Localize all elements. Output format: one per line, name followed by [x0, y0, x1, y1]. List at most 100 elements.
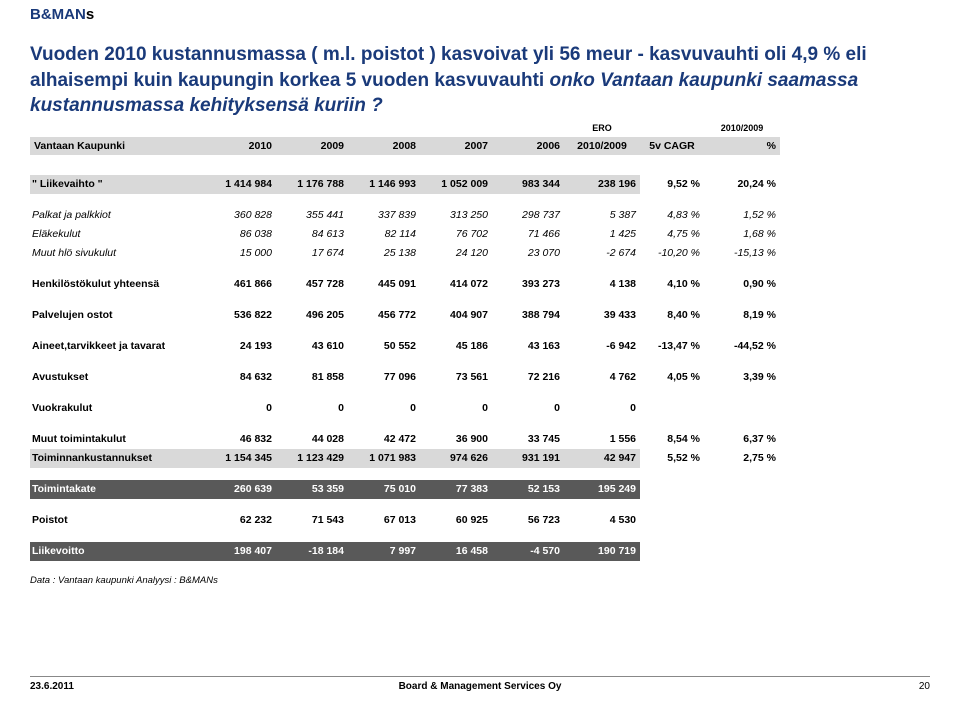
- row-value: 16 458: [420, 542, 492, 562]
- row-value: 42 472: [348, 430, 420, 450]
- row-pct: -44,52 %: [704, 337, 780, 357]
- row-label: Poistot: [30, 511, 204, 531]
- row-label: Toimintakate: [30, 480, 204, 500]
- row-value: 36 900: [420, 430, 492, 450]
- hdr-year: 2007: [420, 137, 492, 155]
- row-value: 73 561: [420, 368, 492, 388]
- title-line2: alhaisempi kuin kaupungin korkea 5 vuode…: [30, 70, 550, 91]
- row-value: 388 794: [492, 306, 564, 326]
- row-value: 43 610: [276, 337, 348, 357]
- row-value: 43 163: [492, 337, 564, 357]
- row-value: 56 723: [492, 511, 564, 531]
- table-row: Aineet,tarvikkeet ja tavarat24 19343 610…: [30, 337, 930, 356]
- row-value: 337 839: [348, 206, 420, 226]
- row-cagr: 4,10 %: [640, 275, 704, 295]
- row-pct: 0,90 %: [704, 275, 780, 295]
- row-ero: 5 387: [564, 206, 640, 226]
- row-value: 15 000: [204, 244, 276, 264]
- row-cagr: -10,20 %: [640, 244, 704, 264]
- row-cagr: 4,75 %: [640, 225, 704, 245]
- row-value: 1 052 009: [420, 175, 492, 195]
- table-row: Palvelujen ostot536 822496 205456 772404…: [30, 306, 930, 325]
- row-value: 82 114: [348, 225, 420, 245]
- row-ero: 0: [564, 399, 640, 419]
- row-value: 1 071 983: [348, 449, 420, 469]
- row-pct: [704, 406, 780, 410]
- row-value: 974 626: [420, 449, 492, 469]
- row-value: 24 120: [420, 244, 492, 264]
- row-value: 81 858: [276, 368, 348, 388]
- row-pct: -15,13 %: [704, 244, 780, 264]
- row-cagr: 9,52 %: [640, 175, 704, 195]
- row-cagr: 8,40 %: [640, 306, 704, 326]
- row-value: 0: [276, 399, 348, 419]
- row-value: 77 096: [348, 368, 420, 388]
- row-value: 457 728: [276, 275, 348, 295]
- table-row: Toiminnankustannukset1 154 3451 123 4291…: [30, 449, 930, 468]
- row-value: 72 216: [492, 368, 564, 388]
- table-row: Muut toimintakulut46 83244 02842 47236 9…: [30, 430, 930, 449]
- row-label: " Liikevaihto ": [30, 175, 204, 195]
- table-row: Avustukset84 63281 85877 09673 56172 216…: [30, 368, 930, 387]
- row-value: 313 250: [420, 206, 492, 226]
- row-ero: -6 942: [564, 337, 640, 357]
- footnote-source: Vantaan kaupunki: [58, 575, 134, 586]
- row-pct: [704, 518, 780, 522]
- row-ero: 1 425: [564, 225, 640, 245]
- row-value: 62 232: [204, 511, 276, 531]
- footnote-data: Data :: [30, 575, 58, 586]
- row-value: 1 414 984: [204, 175, 276, 195]
- footer-page: 20: [919, 681, 930, 692]
- row-value: 25 138: [348, 244, 420, 264]
- table-row: Palkat ja palkkiot360 828355 441337 8393…: [30, 206, 930, 225]
- row-value: 1 146 993: [348, 175, 420, 195]
- row-cagr: [640, 518, 704, 522]
- row-cagr: [640, 487, 704, 491]
- hdr-cagr: 5v CAGR: [640, 137, 704, 155]
- row-cagr: 5,52 %: [640, 449, 704, 469]
- row-label: Eläkekulut: [30, 225, 204, 245]
- row-label: Toiminnankustannukset: [30, 449, 204, 469]
- row-value: 0: [348, 399, 420, 419]
- row-value: 0: [204, 399, 276, 419]
- data-table: " Liikevaihto "1 414 9841 176 7881 146 9…: [30, 175, 930, 561]
- row-label: Muut hlö sivukulut: [30, 244, 204, 264]
- table-row: Poistot62 23271 54367 01360 92556 7234 5…: [30, 511, 930, 530]
- row-value: 71 466: [492, 225, 564, 245]
- row-value: 496 205: [276, 306, 348, 326]
- footer-company: Board & Management Services Oy: [399, 681, 562, 692]
- row-pct: 20,24 %: [704, 175, 780, 195]
- footnote: Data : Vantaan kaupunki Analyysi : B&MAN…: [30, 575, 930, 586]
- row-cagr: 4,05 %: [640, 368, 704, 388]
- row-value: 7 997: [348, 542, 420, 562]
- row-value: -4 570: [492, 542, 564, 562]
- row-value: 67 013: [348, 511, 420, 531]
- row-label: Palvelujen ostot: [30, 306, 204, 326]
- row-value: 77 383: [420, 480, 492, 500]
- footer-date: 23.6.2011: [30, 681, 74, 692]
- hdr-year: 2008: [348, 137, 420, 155]
- row-value: 50 552: [348, 337, 420, 357]
- hdr-ero: 2010/2009: [564, 137, 640, 155]
- row-label: Avustukset: [30, 368, 204, 388]
- row-value: 60 925: [420, 511, 492, 531]
- row-cagr: -13,47 %: [640, 337, 704, 357]
- row-value: 931 191: [492, 449, 564, 469]
- table-header: Vantaan Kaupunki 20102009200820072006 20…: [30, 137, 930, 155]
- row-ero: 42 947: [564, 449, 640, 469]
- row-value: 76 702: [420, 225, 492, 245]
- row-value: 360 828: [204, 206, 276, 226]
- row-value: 46 832: [204, 430, 276, 450]
- row-label: Palkat ja palkkiot: [30, 206, 204, 226]
- row-pct: 6,37 %: [704, 430, 780, 450]
- row-value: 404 907: [420, 306, 492, 326]
- row-label: Henkilöstökulut yhteensä: [30, 275, 204, 295]
- row-value: 17 674: [276, 244, 348, 264]
- row-label: Liikevoitto: [30, 542, 204, 562]
- row-label: Muut toimintakulut: [30, 430, 204, 450]
- row-ero: 195 249: [564, 480, 640, 500]
- row-value: 1 154 345: [204, 449, 276, 469]
- row-value: 75 010: [348, 480, 420, 500]
- row-value: 1 176 788: [276, 175, 348, 195]
- row-ero: 238 196: [564, 175, 640, 195]
